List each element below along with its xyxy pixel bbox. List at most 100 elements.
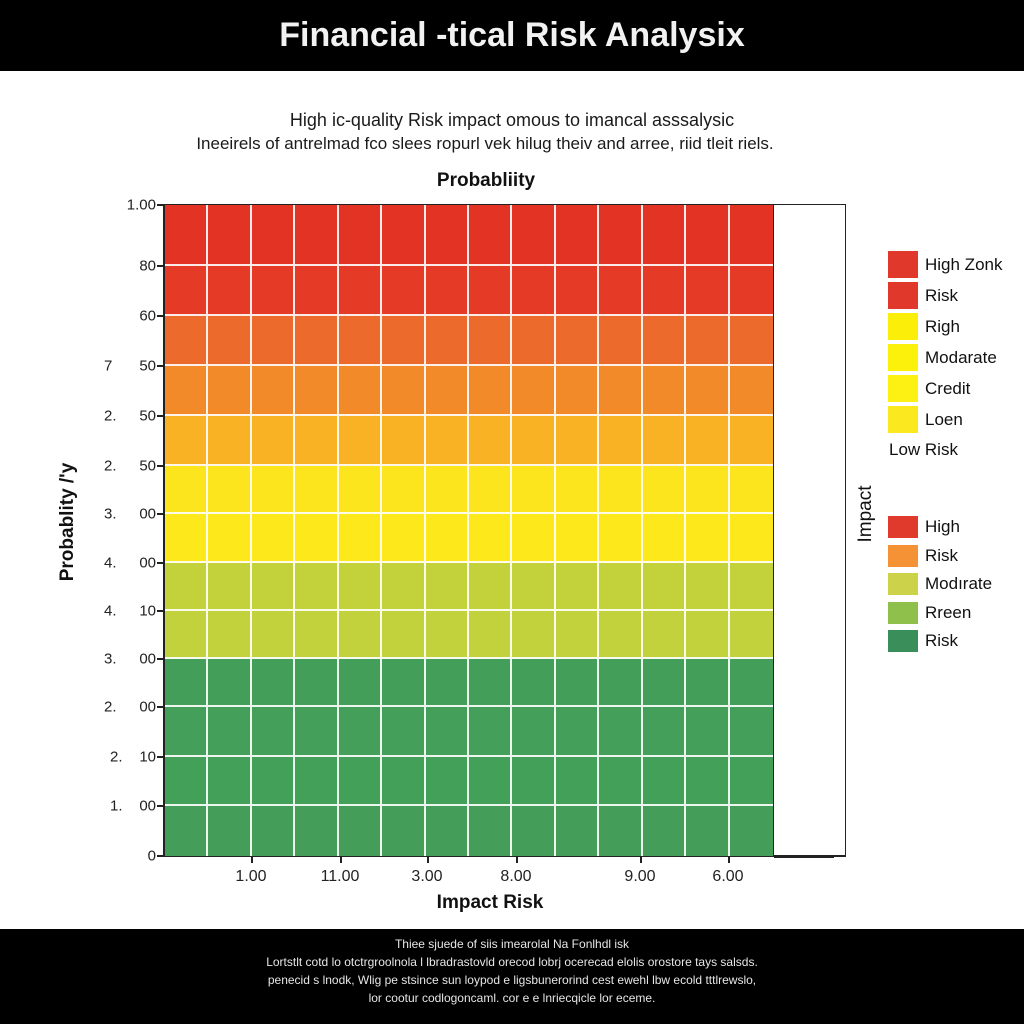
y-tick-mark [157,513,163,515]
heatmap-cell [382,707,426,757]
heatmap-cell [642,316,687,366]
heatmap-cell [555,757,600,806]
heatmap-cell [425,316,469,366]
heatmap-cell [729,514,773,563]
heatmap-cell [729,659,773,707]
heatmap-cell [338,416,383,466]
heatmap-cell [251,316,296,366]
heatmap-cell [512,757,556,806]
heatmap-cell [208,416,252,466]
heatmap-cell [555,316,600,366]
heatmap-cell [599,611,643,659]
heatmap-cell [425,466,469,514]
heatmap-cell [165,757,209,806]
heatmap-cell [208,266,252,316]
heatmap-cell [165,806,209,856]
heatmap-cell [642,563,687,611]
heatmap-cell [599,707,643,757]
heatmap-cell [599,205,643,266]
y-tick-mark [157,315,163,317]
y-tick-label: 80 [139,257,156,275]
heatmap-cell [512,205,556,266]
heatmap-cell [555,707,600,757]
heatmap-cell [642,514,687,563]
legend-swatch-icon [888,406,918,433]
heatmap-cell [686,466,730,514]
heatmap-cell [425,563,469,611]
legend-risk-zones: High Zonk Risk Righ Modarate Credit Loen [888,249,1024,435]
y-tick-prefix: 3. [104,650,117,668]
footer-line-1: Thiee sjuede of siis imearolal Na Fonlhd… [394,937,630,951]
heatmap-cell [468,416,513,466]
heatmap-cell [512,659,556,707]
heatmap-cell [251,205,296,266]
heatmap-cell [555,806,600,856]
heatmap-cell [425,611,469,659]
heatmap-cell [729,611,773,659]
y-tick-prefix: 4. [104,602,117,620]
legend-swatch-icon [888,251,918,278]
y-tick-prefix: 3. [104,505,117,523]
heatmap-cell [555,611,600,659]
footer-line-2: Lortstlt cotd lo otctrgroolnola l lbradr… [266,955,758,969]
heatmap-cell [729,205,773,266]
heatmap-cell [165,707,209,757]
legend-label: Risk [925,545,959,565]
legend-label: Righ [925,316,960,336]
legend-item: High Zonk [888,249,1024,280]
y-tick-prefix: 1. [110,797,123,815]
legend-swatch-icon [888,344,918,371]
heatmap-cell [729,806,773,856]
heatmap-cell [642,366,687,416]
heatmap-cell [686,757,730,806]
heatmap-cell [512,514,556,563]
x-tick-mark [427,857,429,863]
heatmap-cell [165,611,209,659]
heatmap-cell [382,659,426,707]
heatmap-cell [686,514,730,563]
heatmap-cell [686,659,730,707]
heatmap-cell [251,366,296,416]
heatmap-cell [642,611,687,659]
y-tick-label: 00 [139,797,156,815]
heatmap-cell [338,707,383,757]
y-tick-mark [157,204,163,206]
heatmap-cell [251,659,296,707]
heatmap-cell [165,416,209,466]
heatmap-cell [729,466,773,514]
subtitle-line-2: Ineeirels of antrelmad fco sleеs roрurl … [196,134,774,153]
y-axis-title: Probablity /'y [57,462,78,582]
heatmap-cell [686,707,730,757]
heatmap-cell [425,205,469,266]
y-tick-label: 10 [139,602,156,620]
heatmap-cell [382,205,426,266]
heatmap-cell [251,563,296,611]
heatmap-cell [512,563,556,611]
heatmap-cell [555,659,600,707]
heatmap-cell [555,563,600,611]
heatmap-cell [338,316,383,366]
heatmap-cell [468,611,513,659]
heatmap-cell [165,266,209,316]
legend-item: Modarate [888,342,1024,373]
heatmap-cell [208,466,252,514]
y-tick-label: 00 [139,698,156,716]
heatmap-cell [468,563,513,611]
heatmap-cell [512,266,556,316]
legend-low-risk-label: Low Risk [889,440,958,459]
heatmap-cell [425,707,469,757]
heatmap-cell [251,757,296,806]
heatmap-cell [208,806,252,856]
heatmap-cell [599,806,643,856]
legend-label: High Zonk [925,254,1003,274]
heatmap-cell [165,466,209,514]
heatmap-cell [512,316,556,366]
heatmap-cell [295,466,339,514]
x-tick-label: 11.00 [320,868,360,885]
y-tick-mark [157,265,163,267]
heatmap-cell [468,266,513,316]
heatmap-cell [512,466,556,514]
heatmap-cell [686,416,730,466]
heatmap-cell [382,806,426,856]
heatmap-cell [338,611,383,659]
